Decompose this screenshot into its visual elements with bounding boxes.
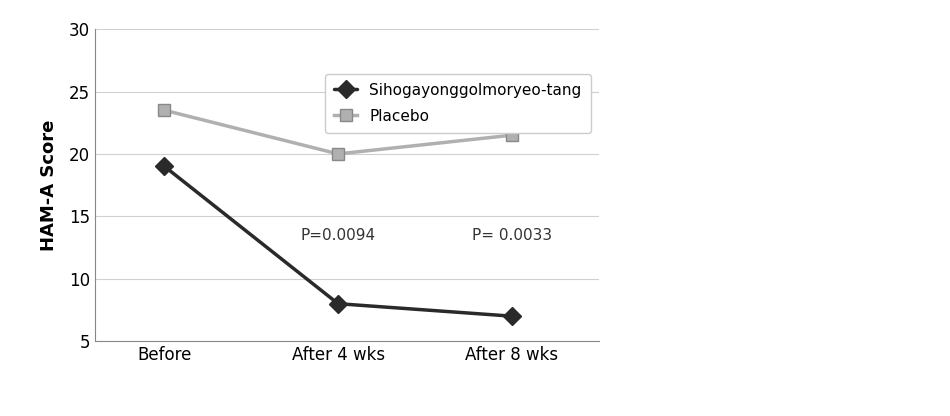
Line: Placebo: Placebo [159, 104, 518, 160]
Text: P= 0.0033: P= 0.0033 [471, 228, 552, 243]
Placebo [332, 151, 344, 156]
Line: Sihogayonggolmoryeo-tang: Sihogayonggolmoryeo-tang [159, 160, 518, 322]
Sihogayonggolmoryeo-tang [506, 314, 518, 319]
Placebo [506, 133, 518, 138]
Sihogayonggolmoryeo-tang [332, 301, 344, 306]
Text: P=0.0094: P=0.0094 [300, 228, 375, 243]
Y-axis label: HAM-A Score: HAM-A Score [40, 119, 58, 251]
Legend: Sihogayonggolmoryeo-tang, Placebo: Sihogayonggolmoryeo-tang, Placebo [325, 74, 591, 134]
Sihogayonggolmoryeo-tang [159, 164, 170, 169]
Placebo [159, 108, 170, 113]
